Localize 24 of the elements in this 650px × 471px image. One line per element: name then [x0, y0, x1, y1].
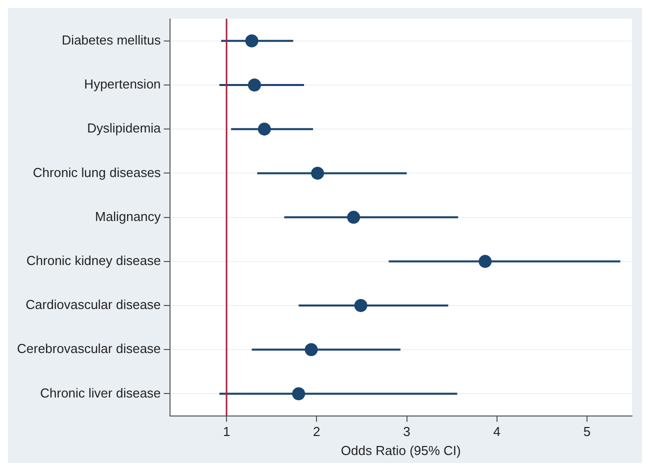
x-tick-label: 2: [313, 424, 320, 440]
y-tick-label: Cardiovascular disease: [26, 297, 161, 312]
point: [248, 78, 261, 92]
point: [478, 254, 492, 268]
point: [245, 34, 258, 48]
y-tick-label: Chronic kidney disease: [26, 252, 161, 268]
point: [258, 122, 271, 136]
point: [304, 343, 318, 356]
y-tick-label: Hypertension: [84, 76, 161, 92]
point: [292, 387, 306, 400]
y-tick-label: Chronic liver disease: [40, 385, 161, 400]
x-tick-label: 3: [403, 424, 410, 440]
x-tick-label: 4: [493, 424, 500, 440]
x-axis-title: Odds Ratio (95% CI): [340, 442, 461, 458]
y-tick-label: Chronic lung diseases: [32, 164, 162, 180]
y-tick-label: Cerebrovascular disease: [16, 341, 161, 356]
x-tick-label: 5: [583, 424, 591, 440]
point: [354, 299, 368, 312]
point: [311, 166, 324, 180]
y-tick-label: Diabetes mellitus: [62, 32, 162, 48]
y-tick-label: Malignancy: [95, 208, 162, 224]
x-tick-label: 1: [222, 424, 230, 440]
y-tick-label: Dyslipidemia: [87, 120, 162, 136]
point: [347, 210, 360, 224]
